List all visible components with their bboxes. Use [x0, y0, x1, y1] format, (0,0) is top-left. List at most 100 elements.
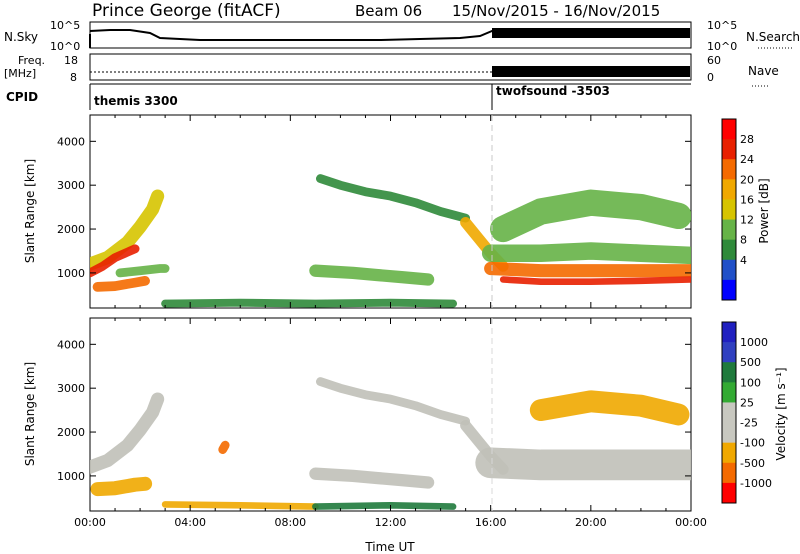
cpid-segment-2: twofsound -3503 — [496, 84, 610, 98]
power-colorbar-tick-label: 20 — [740, 173, 754, 186]
velocity-scatter-band-0 — [90, 392, 165, 474]
power-colorbar-frame — [721, 118, 737, 301]
nsky-label: N.Sky — [4, 30, 38, 44]
velocity-y-axis-label: Slant Range [km] — [23, 362, 37, 466]
velocity-colorbar-tick-label: -500 — [740, 457, 765, 470]
power-scatter-band-9 — [484, 261, 691, 278]
power-colorbar-tick-label: 12 — [740, 214, 754, 227]
power-colorbar-label: Power [dB] — [757, 178, 771, 243]
time-x-tick-label: 08:00 — [274, 516, 306, 529]
nave-label: Nave — [748, 64, 779, 78]
cpid-label: CPID — [6, 90, 38, 104]
velocity-colorbar-tick-label: 500 — [740, 356, 761, 369]
power-colorbar-swatch — [722, 139, 736, 160]
velocity-scatter-band-1 — [90, 476, 153, 497]
velocity-colorbar-label: Velocity [m s⁻¹] — [774, 367, 788, 460]
velocity-colorbar-swatch — [722, 482, 736, 504]
nsky-dense-block — [492, 28, 690, 38]
freq-tick-top-left: 18 — [64, 54, 78, 67]
cpid-segment-1: themis 3300 — [94, 94, 178, 108]
power-scatter-band-11 — [490, 189, 691, 243]
power-colorbar-tick-label: 28 — [740, 133, 754, 146]
power-y-tick-label: 3000 — [57, 179, 85, 192]
power-panel: 4000 3000 2000 1000 Slant Range [km] — [23, 114, 692, 309]
power-colorbar-swatch — [722, 219, 736, 241]
velocity-colorbar-tick-label: 25 — [740, 396, 754, 409]
power-colorbar-tick-label: 24 — [740, 153, 754, 166]
power-y-tick-label: 4000 — [57, 135, 85, 148]
velocity-scatter-band-7 — [475, 447, 691, 481]
velocity-y-tick-label: 1000 — [57, 470, 85, 483]
velocity-y-tick-label: 2000 — [57, 426, 85, 439]
power-colorbar-swatch — [722, 179, 736, 200]
freq-frame — [89, 53, 692, 81]
nsky-tick-top-left: 10^5 — [50, 19, 80, 32]
power-colorbar-tick-label: 16 — [740, 193, 754, 206]
power-colorbar-swatch — [722, 159, 736, 180]
velocity-colorbar-swatch — [722, 342, 736, 363]
velocity-colorbar-tick-label: -25 — [740, 417, 758, 430]
velocity-colorbar-swatch — [722, 362, 736, 383]
velocity-colorbar-swatch — [722, 322, 736, 343]
power-colorbar-swatch — [722, 279, 736, 301]
velocity-x-ticks: 00:00 04:00 08:00 12:00 16:00 20:00 00:00 — [74, 318, 707, 529]
velocity-colorbar-swatch — [722, 442, 736, 464]
velocity-y-ticks: 4000 3000 2000 1000 — [57, 338, 691, 483]
power-colorbar-swatch — [722, 119, 736, 140]
velocity-scatter-band-2 — [161, 501, 319, 510]
velocity-colorbar-tick-label: 100 — [740, 376, 761, 389]
power-scatter-band-1 — [90, 244, 140, 278]
beam-label: Beam 06 — [355, 2, 422, 20]
power-colorbar-swatch — [722, 239, 736, 261]
power-scatter-band-2 — [92, 275, 150, 292]
power-colorbar-swatch — [722, 199, 736, 221]
nsearch-label: N.Search — [746, 30, 800, 44]
time-x-tick-label: 00:00 — [675, 516, 707, 529]
power-colorbar-tick-label: 4 — [740, 254, 747, 267]
time-x-tick-label: 20:00 — [575, 516, 607, 529]
power-x-ticks — [89, 115, 692, 308]
power-scatter-band-5 — [316, 174, 470, 223]
power-scatter-band-4 — [161, 298, 458, 308]
station-title: Prince George (fitACF) — [92, 1, 281, 21]
velocity-panel: 4000 3000 2000 1000 00:00 04:00 08:00 12:00 16:… — [23, 317, 707, 554]
velocity-colorbar-swatch — [722, 462, 736, 484]
nsky-tick-top-right: 10^5 — [707, 19, 737, 32]
power-scatter-band-0 — [90, 189, 165, 271]
nsky-panel: N.Sky 10^5 10^0 10^5 10^0 N.Search — [4, 19, 800, 53]
velocity-scatter-band-4 — [316, 377, 470, 426]
time-x-tick-label: 12:00 — [375, 516, 407, 529]
time-x-tick-label: 04:00 — [174, 516, 206, 529]
velocity-scatter-band-9 — [218, 440, 230, 454]
freq-label-1: Freq. — [18, 54, 45, 67]
time-x-tick-label: 00:00 — [74, 516, 106, 529]
velocity-colorbar: 1000 500 100 25 -25 -100 -500 -1000 Velocity [m… — [721, 321, 788, 504]
nave-dense-block — [492, 66, 690, 77]
cpid-panel: CPID themis 3300 twofsound -3503 — [6, 83, 691, 110]
power-scatter-band-3 — [115, 264, 170, 278]
power-colorbar-swatch — [722, 259, 736, 281]
velocity-colorbar-tick-label: -100 — [740, 437, 765, 450]
velocity-y-tick-label: 4000 — [57, 338, 85, 351]
nsky-tick-bottom-right: 10^0 — [707, 40, 737, 53]
velocity-scatter-band-6 — [309, 467, 435, 489]
velocity-colorbar-tick-label: 1000 — [740, 336, 768, 349]
power-data-layer — [90, 174, 691, 308]
power-y-axis-label: Slant Range [km] — [23, 159, 37, 263]
nsky-tick-bottom-left: 10^0 — [50, 40, 80, 53]
velocity-scatter-band-3 — [312, 502, 457, 510]
power-colorbar-tick-label: 8 — [740, 234, 747, 247]
power-y-tick-label: 2000 — [57, 223, 85, 236]
velocity-scatter-band-8 — [529, 390, 690, 426]
freq-tick-bottom-right: 0 — [707, 71, 714, 84]
power-colorbar: 28 24 20 16 12 8 4 Power [dB] — [721, 118, 771, 301]
velocity-colorbar-frame — [721, 321, 737, 504]
time-axis-label: Time UT — [364, 540, 415, 554]
freq-tick-top-right: 60 — [707, 54, 721, 67]
freq-label-2: [MHz] — [4, 67, 36, 80]
power-y-ticks: 4000 3000 2000 1000 — [57, 135, 691, 280]
date-range: 15/Nov/2015 - 16/Nov/2015 — [452, 2, 660, 20]
freq-tick-bottom-left: 8 — [70, 71, 77, 84]
velocity-colorbar-swatch — [722, 382, 736, 403]
